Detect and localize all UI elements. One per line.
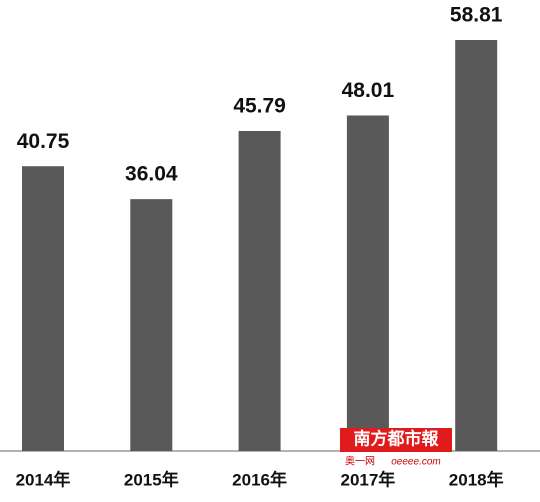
x-tick-label: 2016年: [232, 469, 287, 489]
watermark-box: [340, 428, 452, 452]
bar: [130, 199, 173, 451]
value-label: 48.01: [342, 79, 395, 102]
x-tick-label: 2015年: [124, 469, 179, 489]
value-label: 45.79: [233, 95, 286, 118]
bars: 40.75 2014年 36.04 2015年 45.79 2016年 48.01 2017年…: [16, 4, 504, 490]
watermark: 南方都市報 奥一网 oeeee.com: [340, 428, 452, 468]
x-tick-label: 2014年: [16, 469, 71, 489]
bar: [238, 130, 281, 451]
value-label: 58.81: [450, 4, 503, 27]
x-tick-label: 2017年: [340, 469, 395, 489]
watermark-name: 南方都市報: [354, 428, 440, 448]
bar: [455, 40, 498, 451]
bar: [22, 166, 64, 452]
value-label: 40.75: [17, 130, 70, 153]
x-tick-label: 2018年: [449, 469, 504, 489]
watermark-url: oeeee.com: [391, 457, 440, 468]
bar: [346, 115, 389, 451]
watermark-site: 奥一网: [345, 455, 375, 468]
value-label: 36.04: [125, 163, 178, 186]
